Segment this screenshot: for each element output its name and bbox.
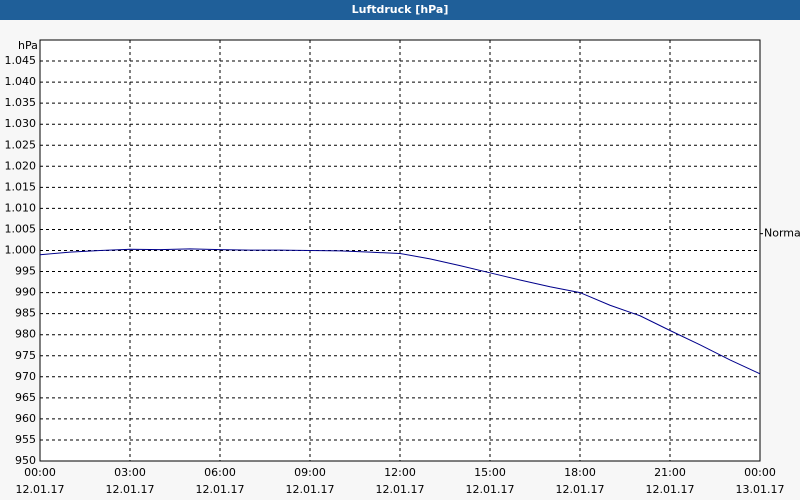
- y-tick-label: 960: [15, 412, 36, 425]
- y-tick-label: 1.010: [5, 201, 37, 214]
- x-tick-label: 00:00 12.01.17: [15, 466, 65, 496]
- y-tick-label: 985: [15, 307, 36, 320]
- y-tick-label: 975: [15, 349, 36, 362]
- y-tick-label: 970: [15, 370, 36, 383]
- x-tick-label: 06:00 12.01.17: [195, 466, 245, 496]
- y-tick-label: 995: [15, 265, 36, 278]
- x-tick-label: 15:00 12.01.17: [465, 466, 515, 496]
- y-tick-label: 955: [15, 433, 36, 446]
- y-tick-label: 1.005: [5, 222, 37, 235]
- y-tick-label: 1.030: [5, 117, 37, 130]
- annotation: Normal: [764, 227, 800, 240]
- y-tick-label: 1.025: [5, 138, 37, 151]
- x-tick-label: 09:00 12.01.17: [285, 466, 335, 496]
- x-tick-label: 00:00 13.01.17: [735, 466, 785, 496]
- y-tick-label: 1.000: [5, 244, 37, 257]
- x-tick-label: 21:00 12.01.17: [645, 466, 695, 496]
- x-tick-label: 12:00 12.01.17: [375, 466, 425, 496]
- y-tick-label: 950: [15, 454, 36, 467]
- y-tick-label: 1.045: [5, 54, 37, 67]
- y-tick-label: 1.020: [5, 159, 37, 172]
- y-tick-label: 965: [15, 391, 36, 404]
- data-line: [39, 248, 761, 375]
- y-tick-label: 1.035: [5, 96, 37, 109]
- y-tick-label: 1.015: [5, 180, 37, 193]
- y-tick-label: 990: [15, 286, 36, 299]
- y-axis-label: hPa: [18, 39, 38, 52]
- y-tick-label: 1.040: [5, 75, 37, 88]
- x-tick-label: 18:00 12.01.17: [555, 466, 605, 496]
- x-tick-label: 03:00 12.01.17: [105, 466, 155, 496]
- y-tick-label: 980: [15, 328, 36, 341]
- title-bar: Luftdruck [hPa]: [0, 0, 800, 20]
